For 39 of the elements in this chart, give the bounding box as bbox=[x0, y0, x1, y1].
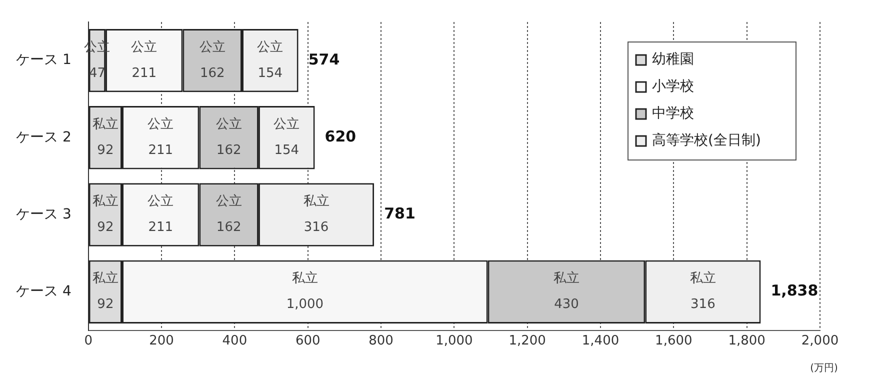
x-tick-label: 600 bbox=[295, 334, 320, 349]
data-label: 私立 92 bbox=[92, 270, 118, 312]
legend-label: 中学校 bbox=[652, 106, 694, 122]
x-tick-label: 1,800 bbox=[728, 334, 766, 349]
data-label: 公立 211 bbox=[131, 38, 158, 81]
x-tick-label: 1,200 bbox=[508, 334, 546, 349]
legend-label: 幼稚園 bbox=[652, 52, 694, 68]
legend-label: 高等学校(全日制) bbox=[652, 132, 761, 149]
data-label: 公立 162 bbox=[216, 193, 242, 236]
data-label: 公立 211 bbox=[148, 116, 174, 158]
x-tick-label: 200 bbox=[149, 334, 174, 349]
data-label: 私立 92 bbox=[92, 193, 118, 236]
data-label: 私立 316 bbox=[303, 193, 330, 236]
total-label: 781 bbox=[384, 204, 416, 223]
x-tick-label: 1,400 bbox=[582, 334, 620, 349]
x-tick-label: 1,600 bbox=[655, 334, 692, 349]
x-tick-label: 400 bbox=[222, 334, 248, 349]
y-tick-label: ケース 2 bbox=[16, 129, 72, 146]
data-label: 公立 162 bbox=[216, 116, 242, 158]
total-label: 620 bbox=[324, 128, 356, 146]
y-tick-label: ケース 1 bbox=[16, 52, 72, 68]
total-label: 1,838 bbox=[770, 282, 818, 300]
y-tick-label: ケース 3 bbox=[16, 206, 72, 222]
total-label: 574 bbox=[308, 50, 340, 68]
x-tick-label: 800 bbox=[368, 334, 394, 349]
data-label: 私立 316 bbox=[690, 270, 716, 312]
data-label: 私立 92 bbox=[92, 116, 118, 158]
x-tick-label: 2,000 bbox=[801, 334, 839, 349]
data-label: 私立 430 bbox=[553, 270, 580, 312]
data-label: 公立 211 bbox=[148, 193, 174, 236]
x-tick-label: 1,000 bbox=[436, 334, 473, 349]
data-label: 公立 154 bbox=[257, 38, 284, 81]
data-label: 私立 1,000 bbox=[286, 270, 324, 312]
data-label: 公立 154 bbox=[274, 116, 300, 158]
y-tick-label: ケース 4 bbox=[16, 283, 72, 300]
x-axis-title: (万円) bbox=[810, 362, 838, 374]
data-label: 公立 162 bbox=[199, 38, 226, 81]
x-tick-label: 0 bbox=[84, 334, 92, 349]
legend-label: 小学校 bbox=[652, 78, 694, 95]
